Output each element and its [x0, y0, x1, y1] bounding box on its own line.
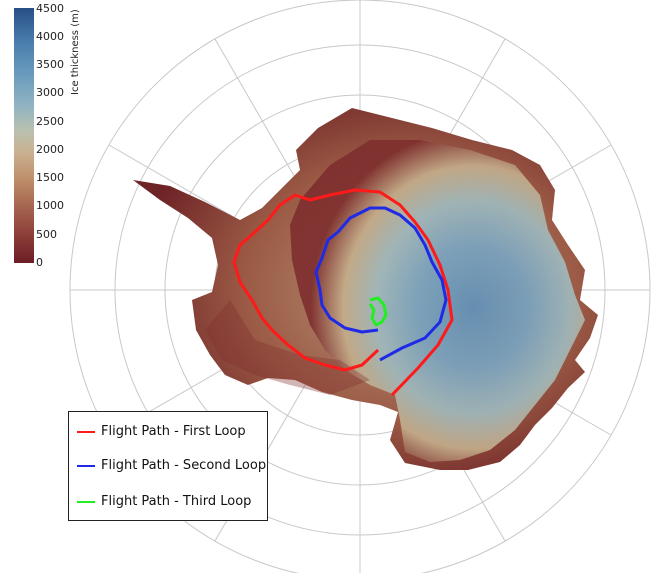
colorbar-tick: 1000: [36, 199, 64, 212]
legend-swatch: [77, 500, 95, 503]
flight-path-first-loop: [232, 188, 454, 397]
legend: Flight Path - First Loop Flight Path - S…: [68, 411, 268, 521]
colorbar-tick: 4500: [36, 2, 64, 15]
legend-item-first-loop: Flight Path - First Loop: [77, 424, 246, 439]
colorbar-title: Ice thickness (m): [70, 9, 81, 95]
colorbar-tick: 4000: [36, 30, 64, 43]
colorbar-tick: 3000: [36, 86, 64, 99]
legend-swatch: [77, 430, 95, 433]
legend-swatch: [77, 464, 95, 467]
legend-label: Flight Path - Second Loop: [101, 458, 267, 473]
colorbar-tick: 3500: [36, 58, 64, 71]
antarctica-landmass: [133, 108, 598, 470]
colorbar-tick: 500: [36, 228, 57, 241]
legend-item-third-loop: Flight Path - Third Loop: [77, 494, 251, 509]
ice-thickness-colorbar: [14, 8, 34, 263]
colorbar-tick: 2000: [36, 143, 64, 156]
flight-path-second-loop: [314, 206, 448, 362]
colorbar-tick: 2500: [36, 115, 64, 128]
legend-item-second-loop: Flight Path - Second Loop: [77, 458, 266, 473]
legend-label: Flight Path - Third Loop: [101, 494, 252, 509]
colorbar-tick: 0: [36, 256, 43, 269]
colorbar-tick: 1500: [36, 171, 64, 184]
legend-label: Flight Path - First Loop: [101, 424, 246, 439]
flight-path-third-loop: [368, 296, 388, 327]
